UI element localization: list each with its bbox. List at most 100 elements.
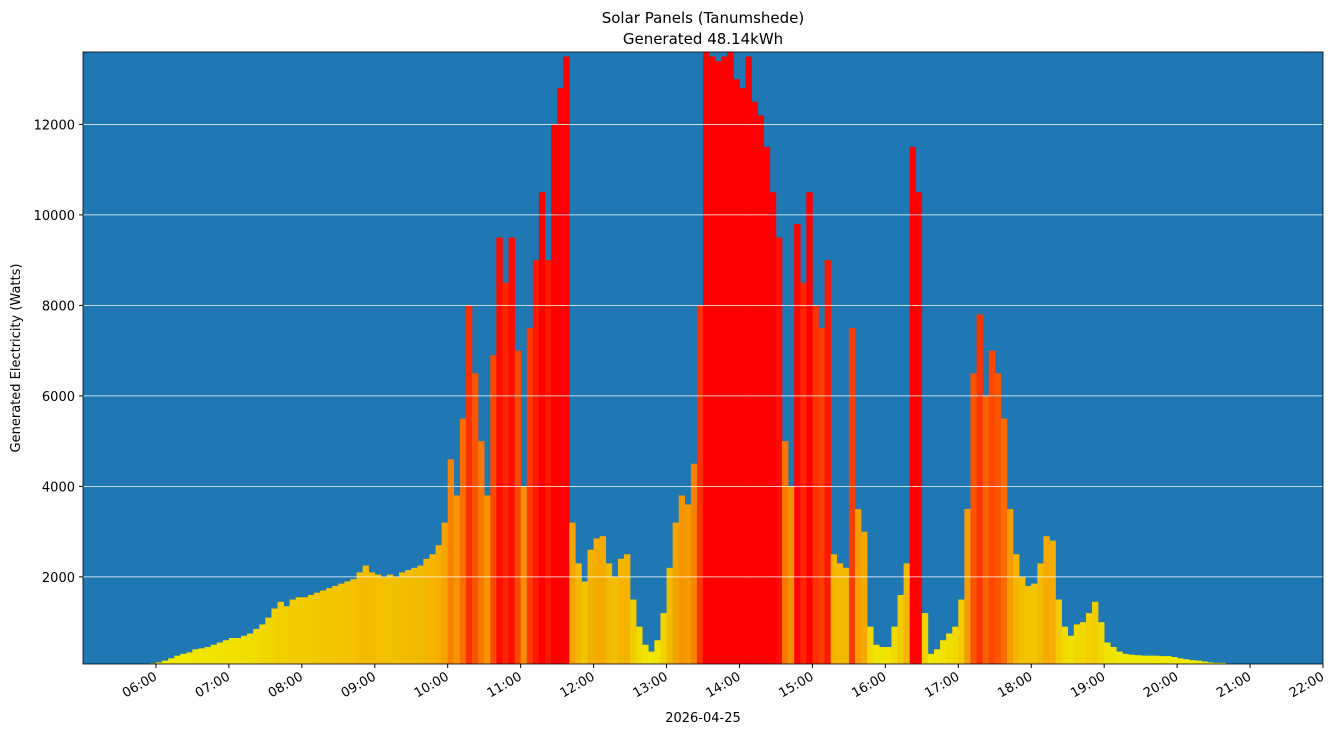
bar xyxy=(1067,635,1075,664)
x-tick-label: 20:00 xyxy=(1141,669,1181,701)
bar xyxy=(678,495,686,664)
bar xyxy=(1207,662,1214,664)
bar xyxy=(393,576,400,664)
y-tick-label: 2000 xyxy=(42,571,75,586)
bar xyxy=(1189,660,1196,664)
bar xyxy=(684,504,692,664)
bar xyxy=(976,314,983,664)
bar xyxy=(484,495,491,664)
bar xyxy=(429,554,436,664)
bar xyxy=(1061,626,1069,664)
bar xyxy=(830,554,838,664)
bar xyxy=(630,599,637,664)
bar xyxy=(599,536,607,664)
bar xyxy=(532,260,540,664)
bar xyxy=(1025,585,1032,664)
bar xyxy=(733,79,740,664)
bar xyxy=(970,373,977,664)
bar xyxy=(593,538,600,664)
bar xyxy=(447,459,455,664)
bar xyxy=(800,282,807,664)
bar xyxy=(253,628,260,664)
bar xyxy=(1164,656,1172,664)
bar xyxy=(362,565,369,664)
bar xyxy=(794,223,801,664)
bar xyxy=(575,563,582,664)
chart-title: Solar Panels (Tanumshede) xyxy=(602,9,805,27)
bar xyxy=(441,522,449,664)
x-tick-label: 22:00 xyxy=(1287,669,1327,701)
bar xyxy=(672,522,679,664)
bar xyxy=(703,52,710,664)
bar xyxy=(751,101,759,664)
bar xyxy=(903,563,910,664)
bar xyxy=(496,237,503,664)
bar xyxy=(301,597,309,664)
bar xyxy=(411,567,418,664)
bar xyxy=(988,350,996,664)
bar xyxy=(1171,656,1178,664)
bar xyxy=(295,597,303,664)
bar xyxy=(344,581,351,664)
bar xyxy=(897,594,904,664)
bar xyxy=(1098,622,1105,664)
bar xyxy=(1006,509,1014,664)
bar xyxy=(472,373,479,664)
x-tick-label: 08:00 xyxy=(266,669,306,701)
bar xyxy=(788,486,795,664)
bar xyxy=(775,237,783,664)
bar xyxy=(757,115,765,664)
bar xyxy=(551,124,558,664)
bar xyxy=(690,463,698,664)
bar xyxy=(1013,554,1020,664)
bar xyxy=(1128,654,1135,664)
bar xyxy=(1073,624,1081,664)
bar xyxy=(380,576,388,664)
bar xyxy=(946,633,953,664)
bar xyxy=(155,662,163,664)
bar xyxy=(818,328,825,664)
bar xyxy=(1019,576,1026,664)
bar xyxy=(812,305,819,664)
bar xyxy=(350,579,357,664)
bar xyxy=(277,601,284,664)
bar xyxy=(307,594,315,664)
bar xyxy=(168,658,175,664)
bars xyxy=(143,52,1227,664)
y-tick-label: 12000 xyxy=(34,118,75,133)
bar xyxy=(1183,659,1190,664)
bar xyxy=(289,599,297,664)
bar xyxy=(374,574,382,664)
bar xyxy=(1219,662,1227,664)
bar xyxy=(265,617,272,664)
bar xyxy=(563,56,570,664)
bar xyxy=(745,56,752,664)
bar xyxy=(271,608,278,664)
x-tick-label: 21:00 xyxy=(1214,669,1254,701)
y-axis-label: Generated Electricity (Watts) xyxy=(9,264,24,453)
y-tick-label: 8000 xyxy=(42,299,75,314)
bar xyxy=(417,565,424,664)
bar xyxy=(338,583,345,664)
bar xyxy=(538,192,546,664)
bar xyxy=(861,531,868,664)
x-tick-label: 13:00 xyxy=(631,669,671,701)
x-tick-label: 12:00 xyxy=(558,669,598,701)
bar xyxy=(1079,622,1087,664)
bar xyxy=(459,418,467,664)
bar xyxy=(824,260,831,664)
bar xyxy=(933,649,941,664)
bar xyxy=(611,576,619,664)
y-tick-label: 4000 xyxy=(42,480,75,495)
x-tick-label: 17:00 xyxy=(922,669,962,701)
bar xyxy=(435,545,442,664)
chart-subtitle: Generated 48.14kWh xyxy=(623,30,783,48)
bar xyxy=(1049,540,1056,664)
x-tick-label: 09:00 xyxy=(339,669,379,701)
bar xyxy=(617,558,625,664)
bar xyxy=(174,655,181,664)
bar xyxy=(520,486,528,664)
bar xyxy=(721,56,728,664)
bar xyxy=(569,522,576,664)
